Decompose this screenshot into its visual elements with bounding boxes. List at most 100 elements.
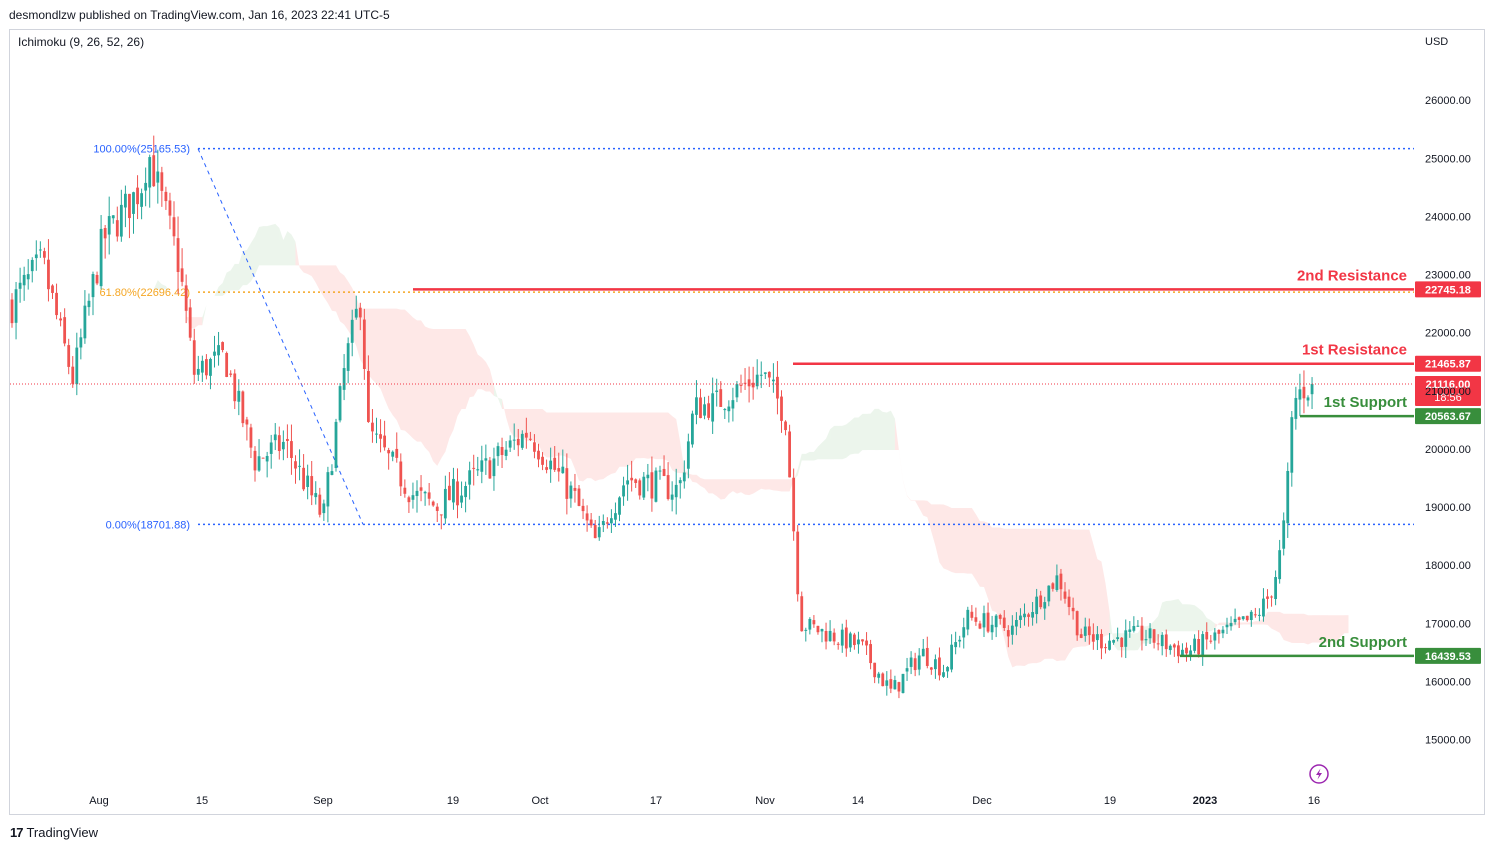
cloud-segment (1202, 611, 1207, 632)
candle (1031, 602, 1034, 626)
candle (128, 193, 131, 239)
cloud-segment (161, 284, 166, 290)
cloud-segment (963, 508, 968, 574)
cloud-segment (1194, 605, 1199, 632)
lightning-icon[interactable] (1309, 764, 1329, 784)
candle (1079, 628, 1083, 639)
cloud-segment (1129, 633, 1134, 651)
candle (978, 620, 982, 630)
candle (1217, 629, 1221, 644)
cloud-segment (344, 275, 349, 331)
cloud-segment (194, 317, 199, 329)
candle (322, 499, 326, 521)
candle (257, 439, 261, 472)
time-axis: Aug 15 Sep 19 Oct 17 Nov 14 Dec 19 2023 16 (89, 795, 1320, 807)
cloud-segment (1251, 621, 1256, 625)
candle (387, 447, 391, 470)
candle (1035, 588, 1039, 624)
cloud-segment (801, 453, 806, 461)
y-tick-label: 17000.00 (1425, 618, 1471, 630)
candle (452, 467, 455, 510)
x-tick-label: Aug (89, 795, 109, 807)
candle (448, 472, 451, 501)
candle (399, 453, 403, 497)
candle (646, 463, 650, 492)
candle (233, 369, 237, 410)
cloud-segment (1247, 622, 1252, 625)
cloud-segment (664, 412, 669, 462)
cloud-segment (1222, 622, 1227, 626)
cloud-segment (1267, 611, 1272, 629)
candle (670, 481, 674, 512)
candle (172, 201, 176, 246)
cloud-segment (271, 223, 276, 266)
candle (597, 515, 601, 541)
cloud-segment (506, 409, 511, 432)
cloud-segment (1275, 611, 1280, 633)
cloud-segment (749, 479, 754, 496)
cloud-segment (1235, 622, 1240, 626)
cloud-segment (1162, 601, 1167, 632)
cloud-segment (250, 236, 255, 282)
candle (379, 419, 382, 453)
cloud-segment (765, 479, 770, 490)
cloud-segment (1198, 608, 1203, 632)
candle (334, 418, 338, 472)
cloud-segment (174, 306, 179, 314)
candle (362, 308, 366, 380)
candle (666, 462, 670, 501)
cloud-segment (1044, 528, 1049, 659)
candle (1112, 639, 1115, 645)
candle (132, 191, 135, 234)
candle (1055, 564, 1059, 592)
candle (974, 607, 978, 626)
candle (524, 417, 528, 449)
cloud-segment (595, 412, 600, 482)
cloud-segment (546, 412, 551, 458)
candle (767, 371, 771, 388)
candle (38, 241, 42, 258)
cloud-segment (704, 479, 709, 494)
candle (237, 379, 241, 416)
candle (435, 503, 439, 523)
candle (318, 487, 322, 518)
cloud-segment (234, 263, 239, 291)
cloud-segment (214, 286, 219, 296)
cloud-segment (979, 521, 984, 587)
candle (71, 356, 75, 388)
candle (164, 186, 168, 210)
cloud-segment (323, 265, 328, 304)
cloud-segment (279, 227, 284, 266)
candle (1083, 617, 1087, 642)
cloud-segment (530, 409, 535, 441)
cloud-segment (647, 412, 652, 459)
candle (1310, 377, 1314, 410)
candle (549, 447, 553, 483)
cloud-segment (1028, 528, 1033, 664)
candle (87, 293, 91, 316)
candle (1164, 629, 1168, 657)
cloud-segment (1056, 528, 1061, 662)
cloud-segment (372, 308, 377, 384)
cloud-segment (935, 504, 940, 563)
candle (622, 476, 625, 506)
candle (909, 651, 913, 675)
indicator-legend[interactable]: Ichimoku (9, 26, 52, 26) (18, 35, 144, 49)
cloud-segment (1344, 615, 1349, 634)
support-resistance-levels: 2nd Resistance 22745.18 1st Resistance 2146… (10, 267, 1481, 664)
cloud-segment (732, 479, 737, 494)
candle (1059, 568, 1063, 601)
cloud-segment (842, 424, 847, 460)
cloud-segment (498, 397, 503, 410)
candle (1286, 462, 1290, 538)
cloud-segment (263, 226, 268, 266)
cloud-segment (1036, 528, 1041, 664)
fib-trend-line[interactable] (197, 148, 364, 525)
candle (115, 206, 119, 242)
candle (824, 622, 828, 650)
candle (630, 460, 634, 492)
y-tick-label: 19000.00 (1425, 502, 1471, 514)
cloud-segment (412, 317, 417, 442)
